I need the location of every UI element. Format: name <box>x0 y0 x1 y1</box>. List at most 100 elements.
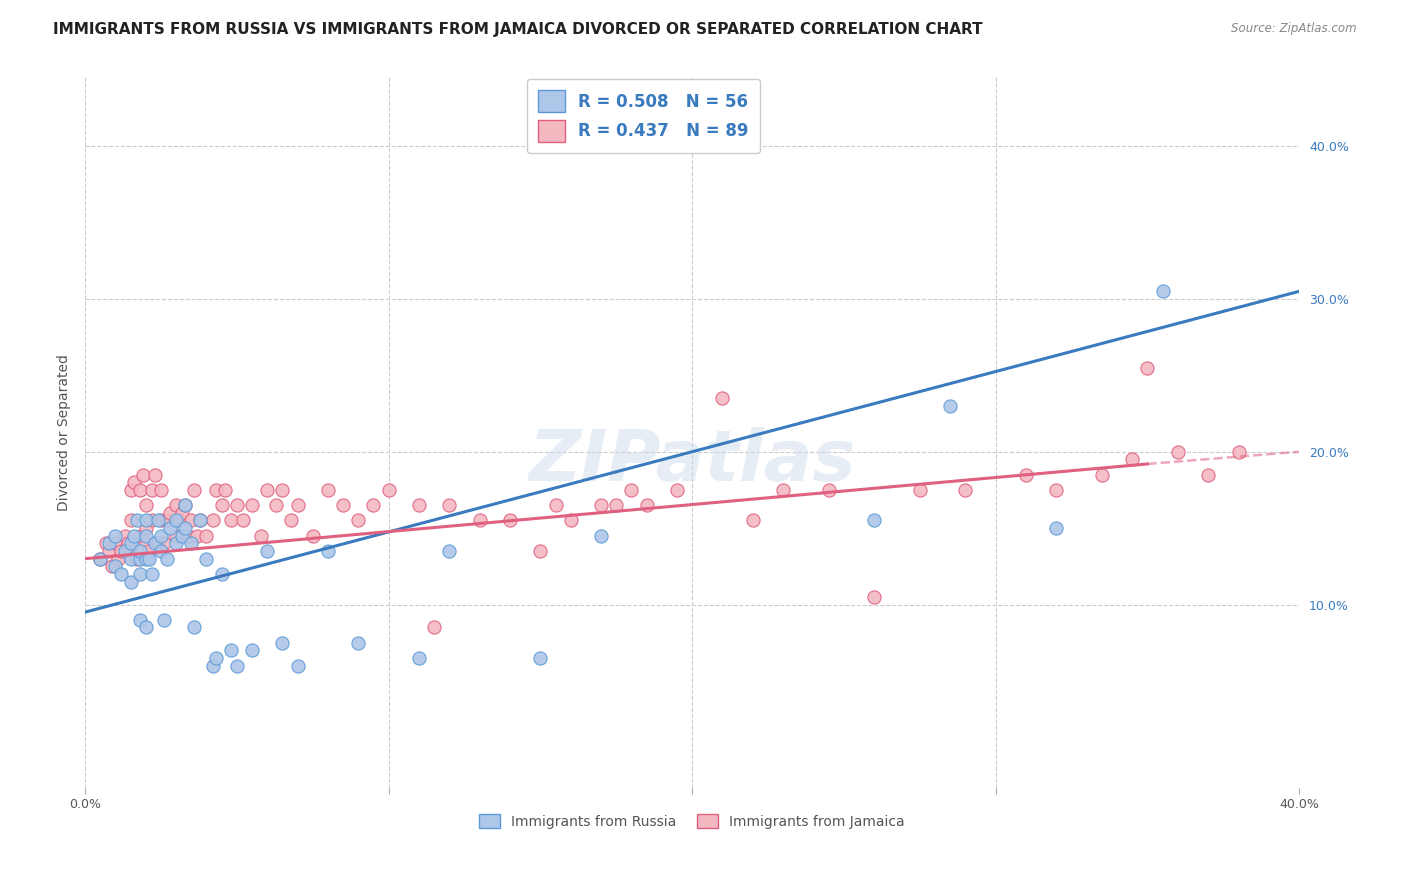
Point <box>135 529 157 543</box>
Point <box>939 399 962 413</box>
Point <box>240 498 263 512</box>
Point <box>863 590 886 604</box>
Point <box>201 513 224 527</box>
Y-axis label: Divorced or Separated: Divorced or Separated <box>58 354 72 511</box>
Point <box>1167 444 1189 458</box>
Point <box>1045 521 1067 535</box>
Point <box>177 529 200 543</box>
Point <box>817 483 839 497</box>
Point <box>499 513 522 527</box>
Point <box>347 513 370 527</box>
Point <box>172 529 194 543</box>
Point <box>135 551 157 566</box>
Point <box>156 551 179 566</box>
Text: Source: ZipAtlas.com: Source: ZipAtlas.com <box>1232 22 1357 36</box>
Text: IMMIGRANTS FROM RUSSIA VS IMMIGRANTS FROM JAMAICA DIVORCED OR SEPARATED CORRELAT: IMMIGRANTS FROM RUSSIA VS IMMIGRANTS FRO… <box>53 22 983 37</box>
Point <box>195 551 218 566</box>
Point <box>165 529 187 543</box>
Point <box>232 513 254 527</box>
Point <box>153 613 176 627</box>
Point <box>1091 467 1114 482</box>
Point <box>120 551 142 566</box>
Point <box>1227 444 1250 458</box>
Point <box>225 498 247 512</box>
Point <box>332 498 354 512</box>
Point <box>863 513 886 527</box>
Point <box>128 613 150 627</box>
Point <box>104 559 127 574</box>
Point <box>104 529 127 543</box>
Point <box>153 536 176 550</box>
Point <box>605 498 627 512</box>
Point <box>135 513 157 527</box>
Point <box>128 529 150 543</box>
Point <box>201 658 224 673</box>
Point <box>128 566 150 581</box>
Point <box>636 498 658 512</box>
Point <box>149 529 172 543</box>
Point <box>128 483 150 497</box>
Point <box>120 536 142 550</box>
Point <box>529 544 551 558</box>
Point <box>143 467 166 482</box>
Point <box>544 498 567 512</box>
Point <box>1045 483 1067 497</box>
Point <box>146 536 169 550</box>
Point <box>98 536 121 550</box>
Point <box>183 620 205 634</box>
Point <box>560 513 582 527</box>
Point <box>120 574 142 589</box>
Point <box>1015 467 1038 482</box>
Point <box>955 483 977 497</box>
Point <box>225 658 247 673</box>
Point <box>591 498 613 512</box>
Point <box>250 529 273 543</box>
Point <box>149 513 172 527</box>
Point <box>117 536 139 550</box>
Point <box>287 498 309 512</box>
Point <box>135 498 157 512</box>
Point <box>128 544 150 558</box>
Point <box>620 483 643 497</box>
Point <box>138 544 160 558</box>
Point <box>211 498 233 512</box>
Point <box>316 483 339 497</box>
Point <box>439 498 461 512</box>
Point <box>1136 360 1159 375</box>
Point <box>256 483 278 497</box>
Point <box>1121 452 1143 467</box>
Point <box>772 483 794 497</box>
Point <box>204 483 226 497</box>
Point <box>256 544 278 558</box>
Point <box>110 544 132 558</box>
Point <box>219 643 242 657</box>
Point <box>529 651 551 665</box>
Point <box>301 529 323 543</box>
Point <box>183 483 205 497</box>
Point <box>180 513 202 527</box>
Point <box>240 643 263 657</box>
Point <box>135 536 157 550</box>
Point <box>89 551 111 566</box>
Point <box>711 391 734 405</box>
Point <box>120 483 142 497</box>
Point <box>146 513 169 527</box>
Point <box>167 513 190 527</box>
Point <box>347 636 370 650</box>
Point <box>141 483 163 497</box>
Point <box>1197 467 1219 482</box>
Point <box>159 506 181 520</box>
Point <box>141 513 163 527</box>
Point <box>149 544 172 558</box>
Point <box>377 483 399 497</box>
Point <box>141 566 163 581</box>
Point <box>125 551 148 566</box>
Point <box>468 513 491 527</box>
Point <box>120 544 142 558</box>
Point <box>101 559 124 574</box>
Point <box>408 651 430 665</box>
Point <box>741 513 763 527</box>
Point <box>132 467 155 482</box>
Point <box>908 483 931 497</box>
Point <box>110 566 132 581</box>
